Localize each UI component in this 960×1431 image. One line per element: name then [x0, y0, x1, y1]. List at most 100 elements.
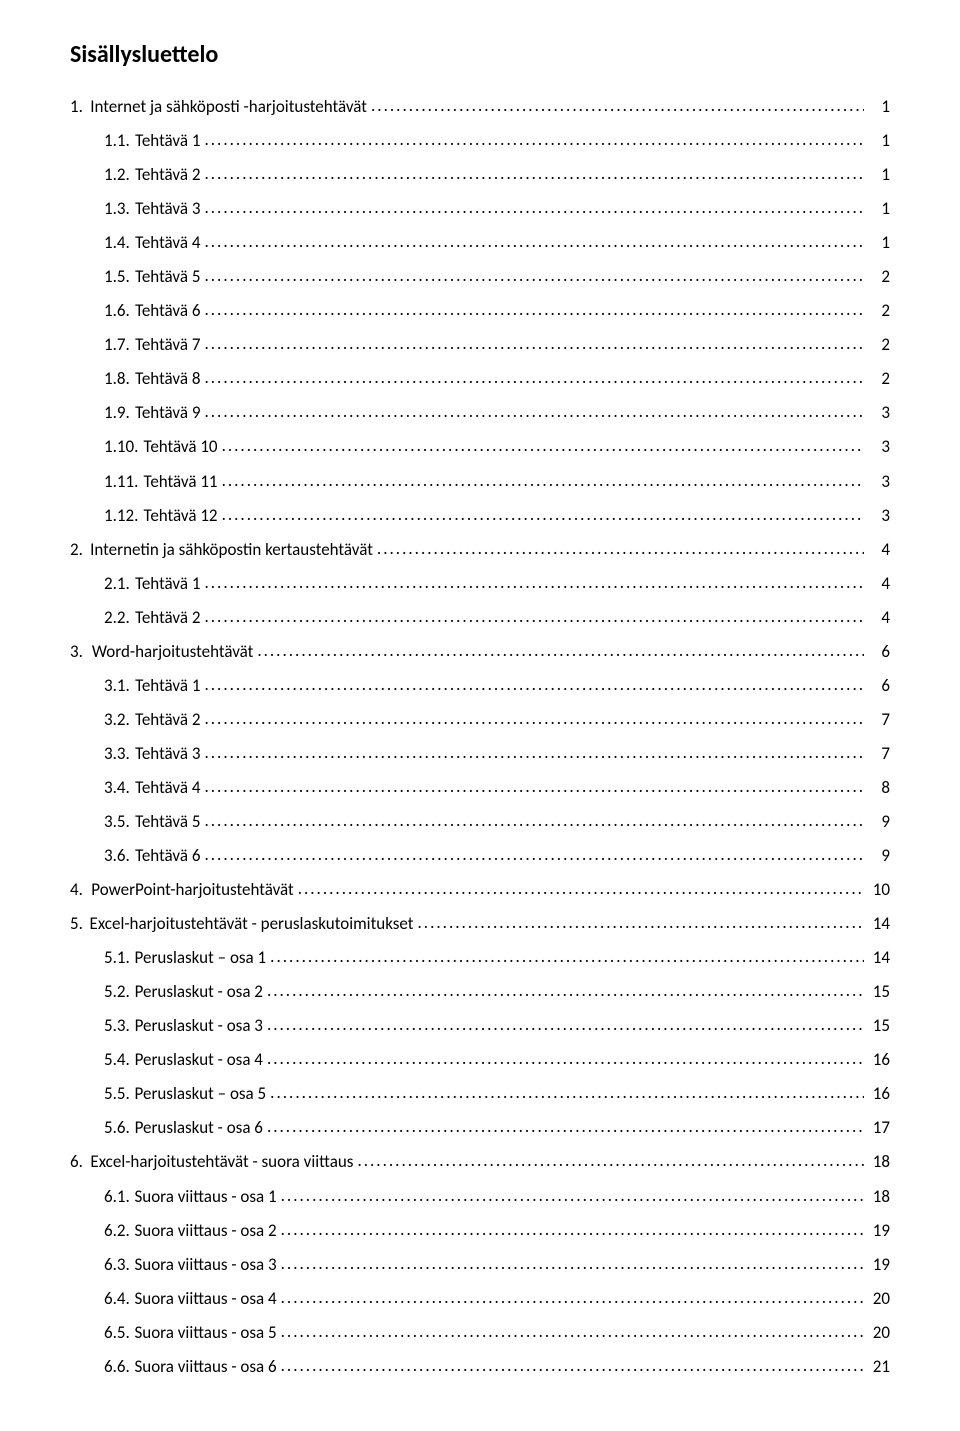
toc-page: 9 [868, 812, 890, 832]
toc-page: 4 [868, 574, 890, 594]
toc-leader [281, 1322, 864, 1342]
toc-label: Suora viittaus - osa 6 [134, 1357, 276, 1377]
toc-page: 6 [868, 676, 890, 696]
toc-num: 5.1. [104, 948, 130, 968]
toc-page: 1 [868, 131, 890, 151]
toc-row[interactable]: 6.Excel-harjoitustehtävät - suora viitta… [70, 1152, 890, 1172]
toc-leader [204, 300, 864, 320]
toc-page: 7 [868, 710, 890, 730]
toc-row[interactable]: 6.5.Suora viittaus - osa 520 [70, 1323, 890, 1343]
toc-row[interactable]: 1.4.Tehtävä 41 [70, 233, 890, 253]
toc-row[interactable]: 5.5.Peruslaskut – osa 516 [70, 1084, 890, 1104]
toc-leader [222, 436, 864, 456]
toc-num: 6.2. [104, 1221, 130, 1241]
toc-leader [298, 879, 864, 899]
toc-num: 1. [70, 97, 83, 117]
toc-row[interactable]: 1.7.Tehtävä 72 [70, 335, 890, 355]
toc-page: 2 [868, 301, 890, 321]
toc-label: Suora viittaus - osa 2 [134, 1221, 276, 1241]
toc-page: 21 [868, 1357, 890, 1377]
toc-page: 17 [868, 1118, 890, 1138]
toc-page: 3 [868, 437, 890, 457]
toc-label: Tehtävä 5 [135, 267, 200, 287]
toc-row[interactable]: 1.2.Tehtävä 21 [70, 165, 890, 185]
toc-page: 16 [868, 1050, 890, 1070]
toc-row[interactable]: 5.2.Peruslaskut - osa 215 [70, 982, 890, 1002]
page-title: Sisällysluettelo [70, 40, 890, 69]
toc-row[interactable]: 3.4.Tehtävä 48 [70, 778, 890, 798]
toc-label: Suora viittaus - osa 4 [134, 1289, 276, 1309]
toc-num: 5.2. [104, 982, 130, 1002]
toc-row[interactable]: 5.1.Peruslaskut – osa 114 [70, 948, 890, 968]
toc-row[interactable]: 3.2.Tehtävä 2 7 [70, 710, 890, 730]
toc-row[interactable]: 3.6.Tehtävä 69 [70, 846, 890, 866]
toc-row[interactable]: 2.2.Tehtävä 24 [70, 608, 890, 628]
toc-row[interactable]: 2.Internetin ja sähköpostin kertaustehtä… [70, 540, 890, 560]
toc-num: 6.1. [104, 1187, 130, 1207]
toc-leader [204, 368, 864, 388]
toc-row[interactable]: 6.2.Suora viittaus - osa 219 [70, 1221, 890, 1241]
toc-row[interactable]: 1.3.Tehtävä 31 [70, 199, 890, 219]
toc-row[interactable]: 5.3.Peruslaskut - osa 315 [70, 1016, 890, 1036]
toc-row[interactable]: 6.4.Suora viittaus - osa 420 [70, 1289, 890, 1309]
toc-row[interactable]: 3.3.Tehtävä 37 [70, 744, 890, 764]
toc-num: 1.10. [104, 437, 138, 457]
toc-row[interactable]: 2.1.Tehtävä 14 [70, 574, 890, 594]
toc-label: Suora viittaus - osa 3 [134, 1255, 276, 1275]
toc-row[interactable]: 3.Word-harjoitustehtävät6 [70, 642, 890, 662]
toc-num: 6.4. [104, 1289, 130, 1309]
toc-page: 3 [868, 403, 890, 423]
toc-page: 2 [868, 267, 890, 287]
toc-num: 3.2. [104, 710, 130, 730]
toc-row[interactable]: 6.3.Suora viittaus - osa 319 [70, 1255, 890, 1275]
toc-leader [204, 130, 864, 150]
toc-num: 1.11. [104, 472, 138, 492]
toc-row[interactable]: 5.4.Peruslaskut - osa 416 [70, 1050, 890, 1070]
toc-leader [267, 981, 864, 1001]
toc-label: Tehtävä 6 [135, 301, 200, 321]
toc-row[interactable]: 1.Internet ja sähköposti -harjoitustehtä… [70, 97, 890, 117]
toc-list: 1.Internet ja sähköposti -harjoitustehtä… [70, 97, 890, 1376]
toc-row[interactable]: 1.8.Tehtävä 82 [70, 369, 890, 389]
toc-page: 7 [868, 744, 890, 764]
toc-row[interactable]: 1.10.Tehtävä 103 [70, 437, 890, 457]
toc-label: Internetin ja sähköpostin kertaustehtävä… [90, 540, 373, 560]
toc-page: 1 [868, 97, 890, 117]
toc-page: 19 [868, 1255, 890, 1275]
toc-page: 3 [868, 506, 890, 526]
toc-row[interactable]: 1.11.Tehtävä 113 [70, 472, 890, 492]
toc-row[interactable]: 1.6.Tehtävä 62 [70, 301, 890, 321]
toc-row[interactable]: 6.1.Suora viittaus - osa 118 [70, 1187, 890, 1207]
toc-row[interactable]: 6.6.Suora viittaus - osa 621 [70, 1357, 890, 1377]
toc-row[interactable]: 1.12.Tehtävä 123 [70, 506, 890, 526]
toc-leader [357, 1151, 864, 1171]
toc-page: 2 [868, 369, 890, 389]
toc-row[interactable]: 3.1.Tehtävä 16 [70, 676, 890, 696]
toc-leader [267, 1117, 864, 1137]
toc-row[interactable]: 1.5.Tehtävä 52 [70, 267, 890, 287]
toc-label: Tehtävä 2 [135, 710, 200, 730]
toc-label: Tehtävä 7 [135, 335, 200, 355]
toc-label: Tehtävä 4 [135, 233, 200, 253]
toc-label: Suora viittaus - osa 5 [134, 1323, 276, 1343]
toc-page: 3 [868, 472, 890, 492]
toc-row[interactable]: 5.Excel-harjoitustehtävät - peruslaskuto… [70, 914, 890, 934]
toc-row[interactable]: 1.1.Tehtävä 11 [70, 131, 890, 151]
toc-leader [204, 709, 864, 729]
toc-page: 20 [868, 1323, 890, 1343]
toc-page: 15 [868, 982, 890, 1002]
toc-num: 1.7. [104, 335, 130, 355]
toc-row[interactable]: 1.9.Tehtävä 93 [70, 403, 890, 423]
toc-label: Tehtävä 4 [135, 778, 200, 798]
toc-row[interactable]: 4.PowerPoint-harjoitustehtävät10 [70, 880, 890, 900]
toc-num: 1.4. [104, 233, 130, 253]
toc-row[interactable]: 5.6.Peruslaskut - osa 617 [70, 1118, 890, 1138]
toc-leader [270, 947, 864, 967]
toc-leader [281, 1220, 864, 1240]
toc-label: Peruslaskut – osa 1 [135, 948, 267, 968]
toc-leader [204, 743, 864, 763]
toc-row[interactable]: 3.5.Tehtävä 59 [70, 812, 890, 832]
toc-num: 1.3. [104, 199, 130, 219]
toc-label: Tehtävä 9 [135, 403, 200, 423]
toc-num: 3.5. [104, 812, 130, 832]
